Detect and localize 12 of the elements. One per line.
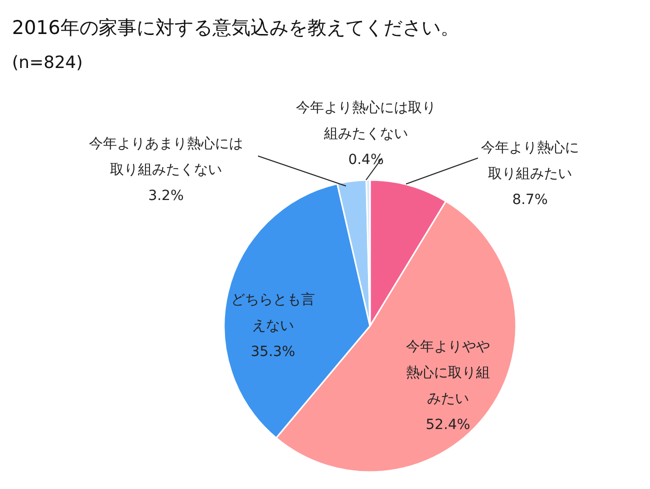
data-label: 8.7% <box>512 192 548 208</box>
slice-label: 今年より熱心には取り組みたくない <box>296 100 436 142</box>
slice-label: 今年より熱心に取り組みたい <box>481 140 579 182</box>
data-label: 0.4% <box>348 152 384 168</box>
chart-title: 2016年の家事に対する意気込みを教えてください。 <box>12 17 460 39</box>
slice-label: 今年よりあまり熱心には取り組みたくない <box>89 136 243 178</box>
data-label: 52.4% <box>426 417 470 433</box>
slice-label: どちらとも言えない <box>231 292 315 334</box>
slice-label: 今年よりやや熱心に取り組みたい <box>406 339 490 407</box>
chart-subtitle: (n=824) <box>12 53 83 73</box>
data-label: 35.3% <box>250 344 296 360</box>
data-label: 3.2% <box>148 188 184 204</box>
